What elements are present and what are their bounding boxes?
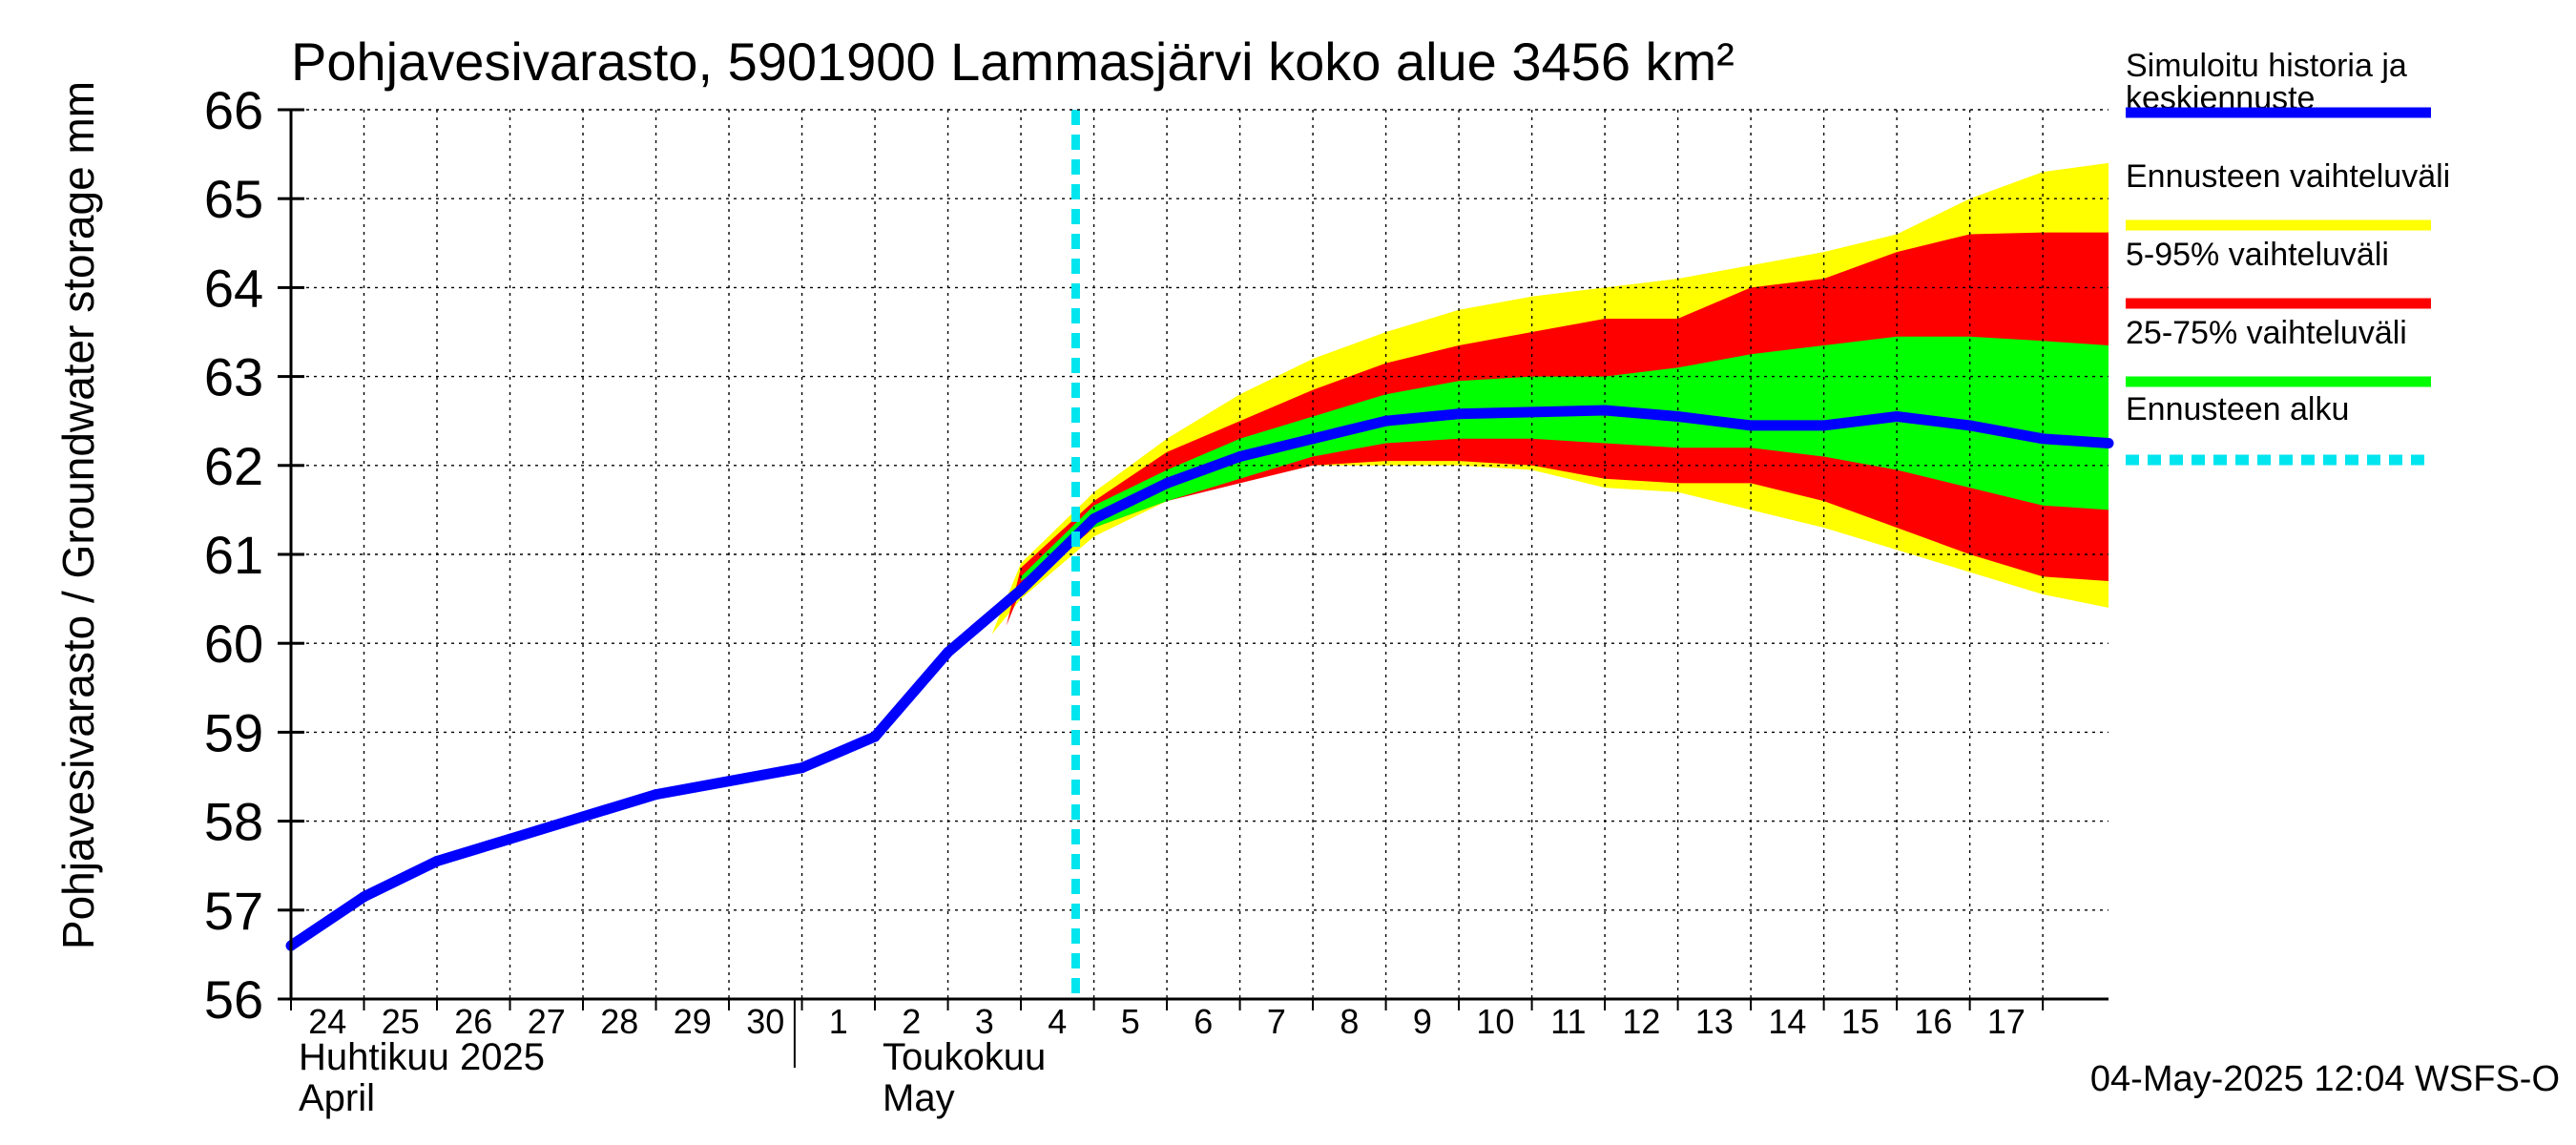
series-point [1307, 433, 1319, 445]
x-tick-label: 17 [1987, 1002, 2025, 1041]
forecast-bands [991, 162, 2109, 635]
x-tick-label: 6 [1194, 1002, 1213, 1041]
month-label-en: May [883, 1077, 955, 1119]
x-tick-label: 10 [1476, 1002, 1514, 1041]
legend-label-ennusteen-alku: Ennusteen alku [2126, 391, 2349, 427]
x-tick-label: 3 [975, 1002, 994, 1041]
x-axis-ticks: 24 25 26 27 28 29 30 1 2 3 4 5 6 7 8 9 10 11 12 13 14 15 16 17 [290, 999, 2045, 1041]
x-tick-label: 12 [1622, 1002, 1660, 1041]
legend-label-ennusteen-vaihteluv-li: Ennusteen vaihteluväli [2126, 158, 2450, 195]
x-tick-label: 4 [1048, 1002, 1067, 1041]
series-point [1161, 477, 1173, 489]
x-tick-label: 5 [1121, 1002, 1140, 1041]
chart-title: Pohjavesivarasto, 5901900 Lammasjärvi ko… [291, 31, 1735, 92]
series-point [1964, 420, 1976, 431]
series-point [1818, 420, 1830, 431]
series-point [943, 647, 954, 658]
series-point [1745, 420, 1756, 431]
x-tick-label: 11 [1550, 1002, 1586, 1041]
band-25-75-vaihteluv-li [1021, 336, 2109, 581]
x-tick-label: 27 [528, 1002, 566, 1041]
series-point [869, 731, 881, 742]
legend: Simuloitu historia ja keskiennusteEnnuste… [2126, 48, 2450, 466]
x-tick-label: 1 [829, 1002, 848, 1041]
y-tick-label: 56 [204, 969, 263, 1030]
y-tick-label: 58 [204, 792, 263, 852]
x-tick-label: 13 [1695, 1002, 1734, 1041]
y-axis-ticks: 56 57 58 59 60 61 62 63 64 65 66 [204, 80, 304, 1030]
x-tick-label: 24 [308, 1002, 346, 1041]
x-tick-label: 25 [382, 1002, 420, 1041]
series-point [359, 891, 370, 903]
legend-label-25-75-vaihteluv-li: 25-75% vaihteluväli [2126, 315, 2407, 351]
series-point [1453, 408, 1465, 420]
series-point [2037, 433, 2048, 445]
series-line-simuloitu-historia-ja-keskiennuste [287, 405, 2109, 950]
x-tick-label: 8 [1340, 1002, 1359, 1041]
x-tick-label: 16 [1914, 1002, 1952, 1041]
series-point [723, 776, 735, 787]
grid-lines [291, 110, 2109, 999]
x-tick-label: 7 [1267, 1002, 1286, 1041]
month-label-fi: Toukokuu [883, 1036, 1046, 1078]
y-tick-label: 65 [204, 169, 263, 229]
series-point [1015, 584, 1027, 595]
series-point [1089, 513, 1100, 525]
y-tick-label: 57 [204, 881, 263, 941]
month-label-en: April [299, 1077, 375, 1119]
series-point [651, 789, 662, 801]
x-tick-label: 26 [454, 1002, 492, 1041]
y-tick-label: 60 [204, 614, 263, 674]
series-point [577, 811, 589, 822]
x-tick-label: 9 [1413, 1002, 1432, 1041]
legend-label-5-95-vaihteluv-li: 5-95% vaihteluväli [2126, 237, 2389, 273]
x-tick-label: 30 [746, 1002, 784, 1041]
y-tick-label: 61 [204, 525, 263, 585]
series-point [797, 762, 808, 774]
series-point [1672, 411, 1684, 423]
series-lines [285, 405, 2114, 951]
series-point [1381, 415, 1392, 427]
y-tick-label: 63 [204, 347, 263, 407]
series-point [1235, 450, 1246, 462]
y-tick-label: 66 [204, 80, 263, 140]
series-point [1891, 411, 1902, 423]
x-tick-label: 29 [674, 1002, 712, 1041]
x-tick-label: 2 [902, 1002, 921, 1041]
series-point [1527, 406, 1538, 418]
y-tick-label: 59 [204, 702, 263, 762]
series-point [505, 833, 516, 844]
series-point [431, 856, 443, 867]
y-axis-label: Pohjavesivarasto / Groundwater storage m… [53, 81, 103, 949]
series-point [2103, 438, 2114, 448]
month-label-fi: Huhtikuu 2025 [299, 1036, 545, 1078]
x-tick-label: 28 [600, 1002, 638, 1041]
y-tick-label: 62 [204, 436, 263, 496]
x-tick-label: 14 [1768, 1002, 1806, 1041]
series-point [1599, 405, 1610, 416]
timestamp-footer: 04-May-2025 12:04 WSFS-O [2090, 1059, 2560, 1099]
legend-label-line-1: Simuloitu historia ja [2126, 48, 2407, 84]
y-tick-label: 64 [204, 258, 263, 318]
x-tick-label: 15 [1841, 1002, 1880, 1041]
